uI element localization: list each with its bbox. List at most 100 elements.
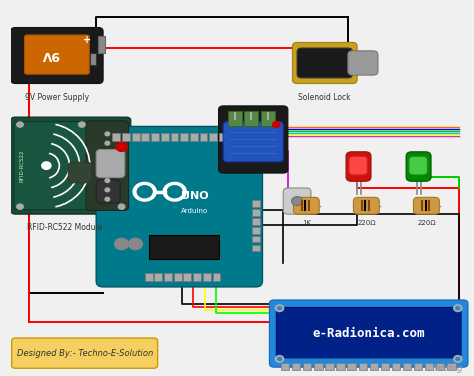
FancyBboxPatch shape [14,121,90,210]
Bar [392,364,400,370]
Text: Solenoid Lock: Solenoid Lock [299,93,351,102]
FancyBboxPatch shape [68,162,91,183]
Circle shape [115,238,128,250]
Circle shape [105,132,109,136]
Bar [180,133,188,141]
FancyBboxPatch shape [413,197,439,214]
Circle shape [292,197,302,206]
Bar [281,364,289,370]
Text: UNO: UNO [181,191,209,201]
Bar [414,364,422,370]
Bar [403,364,411,370]
Bar [325,364,334,370]
Text: 1K: 1K [302,220,311,226]
Circle shape [454,356,462,362]
FancyBboxPatch shape [409,156,428,175]
Bar [183,273,191,281]
FancyBboxPatch shape [86,121,128,211]
FancyBboxPatch shape [346,152,371,181]
Circle shape [105,169,109,173]
Text: RFID-RC522: RFID-RC522 [20,149,25,182]
Bar [164,273,172,281]
FancyBboxPatch shape [12,338,158,368]
Text: +: + [83,35,91,45]
Bar [292,364,301,370]
Bar [90,53,96,65]
Circle shape [278,358,282,361]
Bar [337,364,345,370]
FancyBboxPatch shape [96,126,263,287]
Bar [252,218,260,224]
Bar [370,364,378,370]
FancyBboxPatch shape [354,197,379,214]
Circle shape [116,143,127,152]
FancyBboxPatch shape [283,188,311,214]
Bar [358,364,367,370]
Bar [347,364,356,370]
Circle shape [118,204,125,209]
FancyBboxPatch shape [11,27,103,83]
Circle shape [105,141,109,145]
Circle shape [105,188,109,192]
Text: fritzing: fritzing [432,364,464,373]
Bar [252,245,260,252]
FancyBboxPatch shape [297,48,353,78]
Bar [132,133,140,141]
Circle shape [278,307,282,310]
Circle shape [137,186,152,198]
Bar [161,133,169,141]
FancyBboxPatch shape [96,150,125,177]
Bar [238,133,246,141]
Bar [252,236,260,243]
Bar [245,112,258,126]
Text: Designed By:- Techno-E-Solution: Designed By:- Techno-E-Solution [17,349,153,358]
Bar [145,273,153,281]
Bar [122,133,130,141]
Bar [303,364,311,370]
Circle shape [128,238,142,250]
Bar [381,364,389,370]
Bar [229,133,237,141]
Text: 220Ω: 220Ω [357,220,376,226]
Text: 9V Power Supply: 9V Power Supply [25,93,89,102]
Circle shape [17,204,23,209]
Bar [314,364,322,370]
FancyBboxPatch shape [293,197,319,214]
Bar [210,133,217,141]
Circle shape [105,151,109,155]
FancyBboxPatch shape [276,308,461,358]
Bar [219,133,227,141]
Circle shape [17,122,23,127]
FancyBboxPatch shape [96,180,120,203]
Bar [447,364,456,370]
Bar [151,133,159,141]
Bar [149,235,219,259]
Bar [112,133,120,141]
Bar [252,200,260,207]
Circle shape [105,160,109,164]
Circle shape [456,358,460,361]
FancyBboxPatch shape [349,156,367,175]
Bar [203,273,211,281]
Bar [252,209,260,215]
Text: e-Radionica.com: e-Radionica.com [312,327,425,340]
Bar [252,227,260,233]
FancyBboxPatch shape [348,51,378,75]
Bar [193,273,201,281]
Circle shape [163,182,186,201]
Circle shape [105,179,109,182]
FancyBboxPatch shape [269,300,468,367]
Bar [141,133,149,141]
Circle shape [275,356,284,362]
Bar [425,364,433,370]
FancyBboxPatch shape [219,106,288,173]
Circle shape [454,305,462,312]
FancyBboxPatch shape [11,117,131,214]
Bar [261,112,275,126]
Circle shape [167,186,182,198]
Circle shape [79,122,85,127]
Circle shape [133,182,156,201]
Circle shape [456,307,460,310]
Bar [228,112,242,126]
Text: 9V: 9V [41,48,59,61]
